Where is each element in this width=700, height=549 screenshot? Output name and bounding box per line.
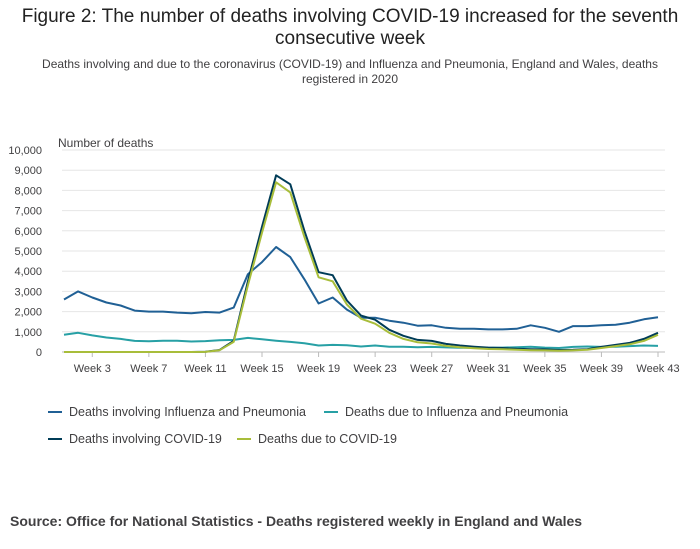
legend-swatch <box>48 411 62 413</box>
y-tick-label: 10,000 <box>8 145 42 157</box>
legend-label: Deaths involving COVID-19 <box>69 432 222 446</box>
series-flu-due[interactable] <box>63 331 659 349</box>
legend-swatch <box>324 411 338 413</box>
x-tick-label: Week 27 <box>410 363 453 375</box>
legend-item-covid-due[interactable]: Deaths due to COVID-19 <box>237 432 397 446</box>
y-tick-label: 8,000 <box>14 185 42 197</box>
x-tick-label: Week 35 <box>523 363 566 375</box>
x-tick-label: Week 39 <box>580 363 623 375</box>
legend-label: Deaths due to COVID-19 <box>258 432 397 446</box>
x-tick-label: Week 19 <box>297 363 340 375</box>
x-tick-label: Week 31 <box>467 363 510 375</box>
y-tick-label: 6,000 <box>14 226 42 238</box>
chart-subtitle: Deaths involving and due to the coronavi… <box>42 57 658 86</box>
legend-label: Deaths involving Influenza and Pneumonia <box>69 405 306 419</box>
x-tick-label: Week 11 <box>184 363 226 375</box>
y-tick-label: 4,000 <box>14 266 42 278</box>
legend-swatch <box>237 438 251 440</box>
y-tick-label: 5,000 <box>14 246 42 258</box>
legend-item-flu-due[interactable]: Deaths due to Influenza and Pneumonia <box>324 405 568 419</box>
y-axis-ticks: 0 1,000 2,000 3,000 4,000 5,000 6,000 7,000 8,00… <box>8 145 42 359</box>
x-axis-ticks: Week 3 Week 7 Week 11 Week 15 Week 19 Week 23… <box>74 352 680 375</box>
y-tick-label: 0 <box>36 347 42 359</box>
y-tick-label: 2,000 <box>14 307 42 319</box>
y-tick-label: 7,000 <box>14 206 42 218</box>
y-tick-label: 1,000 <box>14 327 42 339</box>
x-tick-label: Week 7 <box>130 363 167 375</box>
x-tick-label: Week 23 <box>354 363 397 375</box>
line-chart: Number of deaths 0 1,000 2,000 3,000 4,000 5,… <box>8 136 680 375</box>
legend-item-covid-involving[interactable]: Deaths involving COVID-19 <box>48 432 222 446</box>
y-tick-label: 3,000 <box>14 286 42 298</box>
y-tick-label: 9,000 <box>14 165 42 177</box>
series-lines <box>63 174 659 353</box>
chart-title: Figure 2: The number of deaths involving… <box>21 6 679 49</box>
legend-item-flu-involving[interactable]: Deaths involving Influenza and Pneumonia <box>48 405 306 419</box>
series-covid-due[interactable] <box>64 181 659 353</box>
series-covid-involving[interactable] <box>64 174 659 353</box>
gridlines <box>62 149 665 353</box>
x-tick-label: Week 43 <box>636 363 679 375</box>
x-tick-label: Week 3 <box>74 363 111 375</box>
x-tick-label: Week 15 <box>240 363 283 375</box>
legend-swatch <box>48 438 62 440</box>
legend-label: Deaths due to Influenza and Pneumonia <box>345 405 569 419</box>
source-note: Source: Office for National Statistics -… <box>10 513 583 529</box>
y-axis-label: Number of deaths <box>58 136 153 150</box>
